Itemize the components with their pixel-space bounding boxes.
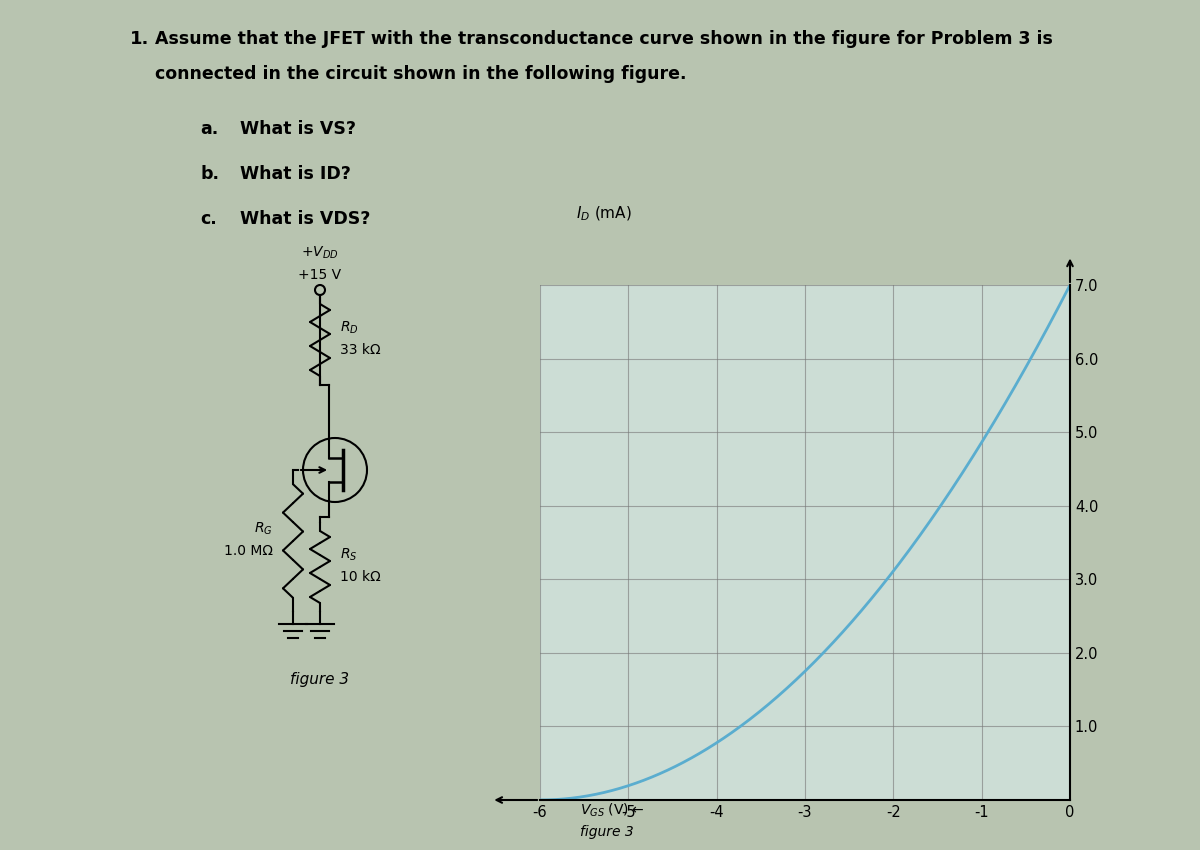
Text: $R_S$: $R_S$	[340, 547, 358, 564]
Text: +$V_{DD}$: +$V_{DD}$	[301, 245, 338, 262]
Text: figure 3: figure 3	[580, 825, 634, 839]
Text: 1.0 MΩ: 1.0 MΩ	[224, 544, 274, 558]
Text: connected in the circuit shown in the following figure.: connected in the circuit shown in the fo…	[155, 65, 686, 83]
Text: +15 V: +15 V	[299, 268, 342, 282]
Text: $R_G$: $R_G$	[254, 521, 274, 537]
Text: What is ID?: What is ID?	[240, 165, 350, 183]
Text: figure 3: figure 3	[290, 672, 349, 687]
Text: 33 kΩ: 33 kΩ	[340, 343, 380, 357]
Text: $I_D$ (mA): $I_D$ (mA)	[576, 205, 631, 224]
Text: 10 kΩ: 10 kΩ	[340, 570, 380, 584]
Text: a.: a.	[200, 120, 218, 138]
Text: What is VS?: What is VS?	[240, 120, 356, 138]
Text: c.: c.	[200, 210, 217, 228]
Text: Assume that the JFET with the transconductance curve shown in the figure for Pro: Assume that the JFET with the transcondu…	[155, 30, 1052, 48]
Text: 1.: 1.	[130, 30, 149, 48]
Text: $V_{GS}$ (V)$\leftarrow$: $V_{GS}$ (V)$\leftarrow$	[580, 802, 644, 819]
Text: b.: b.	[200, 165, 220, 183]
Text: What is VDS?: What is VDS?	[240, 210, 371, 228]
Text: $R_D$: $R_D$	[340, 320, 359, 337]
